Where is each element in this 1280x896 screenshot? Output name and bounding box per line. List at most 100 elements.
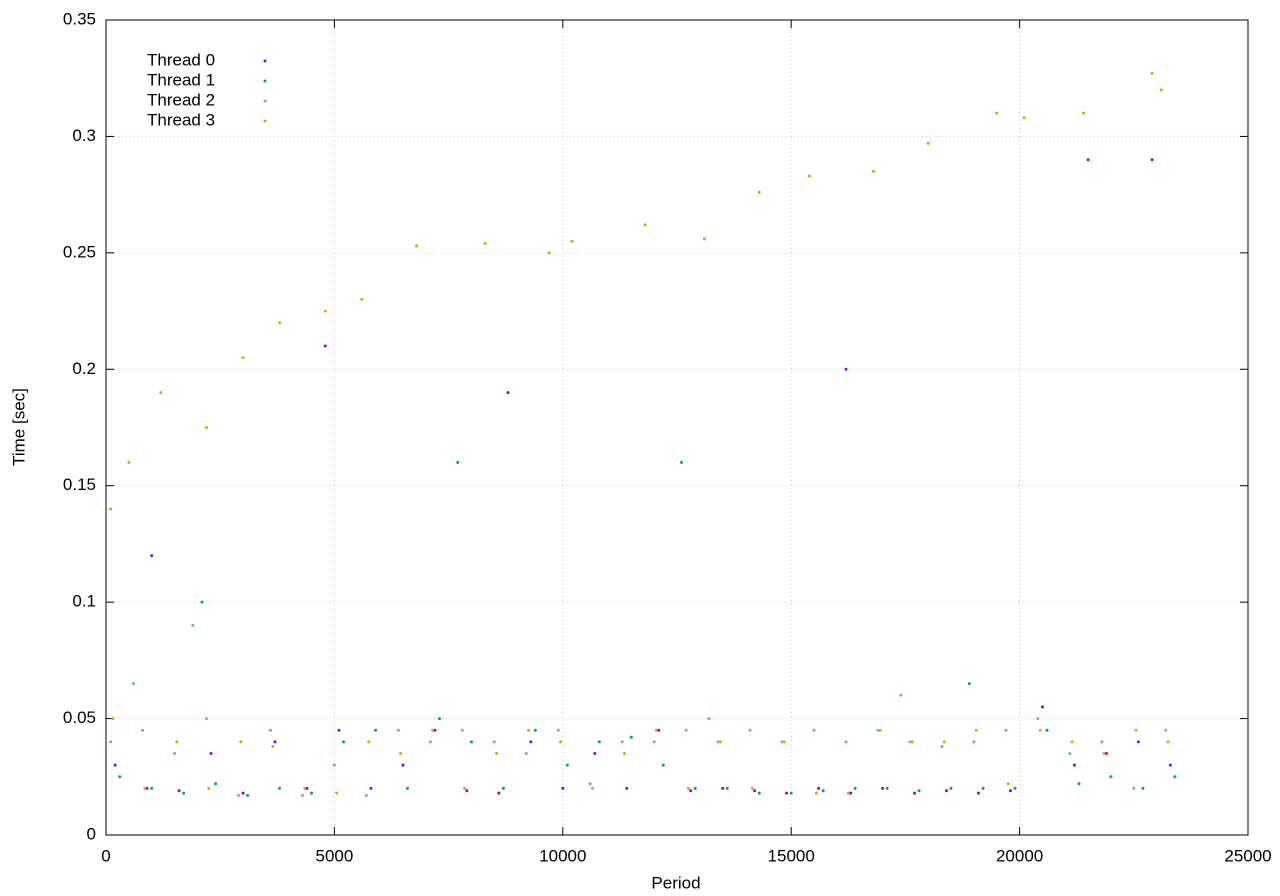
point xyxy=(620,740,624,744)
point xyxy=(643,223,647,227)
point xyxy=(702,237,706,241)
point xyxy=(214,782,218,786)
point xyxy=(506,391,510,395)
point xyxy=(396,728,400,732)
point xyxy=(150,554,154,558)
point xyxy=(143,786,147,790)
point xyxy=(1134,728,1138,732)
point xyxy=(1040,705,1044,709)
point xyxy=(785,791,789,795)
point xyxy=(1173,775,1177,779)
legend-label: Thread 0 xyxy=(147,50,215,69)
point xyxy=(680,460,684,464)
point xyxy=(364,793,368,797)
point xyxy=(718,740,722,744)
legend-marker xyxy=(263,119,267,123)
point xyxy=(974,728,978,732)
point xyxy=(463,786,467,790)
point xyxy=(1022,116,1026,120)
point xyxy=(456,460,460,464)
x-tick-label: 20000 xyxy=(996,846,1043,865)
point xyxy=(686,786,690,790)
point xyxy=(976,791,980,795)
point xyxy=(910,740,914,744)
point xyxy=(177,789,181,793)
point xyxy=(913,791,917,795)
y-tick-label: 0.1 xyxy=(72,592,96,611)
point xyxy=(654,728,658,732)
point xyxy=(588,782,592,786)
point xyxy=(593,752,597,755)
point xyxy=(323,344,327,348)
point xyxy=(693,786,697,790)
point xyxy=(1072,763,1076,767)
point xyxy=(853,786,857,790)
point xyxy=(236,793,240,797)
legend-label: Thread 1 xyxy=(147,70,215,89)
point xyxy=(527,728,531,732)
point xyxy=(689,789,693,793)
point xyxy=(1068,752,1072,755)
point xyxy=(501,786,505,790)
point xyxy=(716,740,720,744)
y-tick-label: 0.3 xyxy=(72,126,96,145)
point xyxy=(113,763,117,767)
point xyxy=(175,740,179,744)
y-tick-label: 0.05 xyxy=(63,708,96,727)
point xyxy=(204,717,208,721)
point xyxy=(807,174,811,178)
point xyxy=(204,426,208,429)
point xyxy=(533,728,537,732)
point xyxy=(173,752,177,755)
point xyxy=(967,682,971,686)
point xyxy=(209,752,213,755)
point xyxy=(684,728,688,732)
point xyxy=(817,786,821,790)
point xyxy=(881,786,885,790)
x-tick-label: 15000 xyxy=(768,846,815,865)
point xyxy=(725,786,729,790)
point xyxy=(367,740,371,744)
point xyxy=(303,786,307,790)
legend-marker xyxy=(263,99,267,103)
point xyxy=(789,791,793,795)
x-tick-label: 0 xyxy=(101,846,110,865)
point xyxy=(495,752,499,755)
point xyxy=(981,786,985,790)
point xyxy=(207,786,211,790)
point xyxy=(241,356,245,360)
x-tick-label: 5000 xyxy=(315,846,353,865)
point xyxy=(1036,717,1040,721)
point xyxy=(360,297,364,301)
point xyxy=(131,682,135,686)
point xyxy=(661,763,665,767)
legend-label: Thread 3 xyxy=(147,110,215,129)
point xyxy=(1102,752,1106,755)
point xyxy=(753,789,757,793)
point xyxy=(590,786,594,790)
point xyxy=(1045,728,1049,732)
point xyxy=(949,786,953,790)
y-tick-label: 0.2 xyxy=(72,359,96,378)
point xyxy=(926,141,930,145)
point xyxy=(310,791,314,795)
point xyxy=(871,169,875,173)
point xyxy=(942,740,946,744)
point xyxy=(917,789,921,793)
point xyxy=(846,791,850,795)
point xyxy=(401,763,405,767)
y-tick-label: 0 xyxy=(87,824,96,843)
point xyxy=(849,791,853,795)
point xyxy=(241,791,245,795)
point xyxy=(721,786,725,790)
point xyxy=(1100,740,1104,744)
point xyxy=(465,789,469,793)
point xyxy=(657,728,661,732)
point xyxy=(118,775,122,779)
x-tick-label: 25000 xyxy=(1224,846,1271,865)
plot-frame xyxy=(105,19,1249,836)
point xyxy=(374,728,378,732)
point xyxy=(1159,88,1163,92)
legend-marker xyxy=(263,79,267,83)
y-tick-label: 0.25 xyxy=(63,242,96,261)
